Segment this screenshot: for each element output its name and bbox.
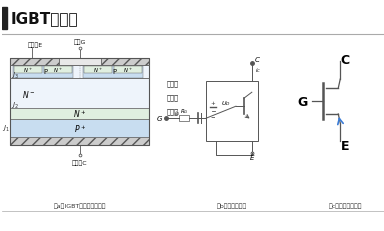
Text: 集电极C: 集电极C	[72, 160, 88, 165]
Text: G: G	[157, 116, 162, 122]
Text: 漂移区: 漂移区	[166, 80, 179, 87]
Bar	[10, 59, 149, 145]
Text: −: −	[211, 114, 215, 119]
Text: 注入区: 注入区	[166, 108, 179, 115]
Bar	[83, 67, 142, 79]
Text: $J_1$: $J_1$	[2, 123, 9, 134]
Text: $N^+$: $N^+$	[73, 108, 87, 120]
Bar	[13, 67, 73, 79]
Bar	[10, 59, 59, 66]
Text: $J_2$: $J_2$	[12, 100, 19, 111]
Text: C: C	[255, 57, 260, 63]
Text: （b）等效电路图: （b）等效电路图	[217, 202, 247, 208]
Bar	[10, 119, 149, 137]
Text: $U_D$: $U_D$	[221, 98, 231, 107]
Bar	[10, 66, 149, 79]
Text: IGBT原理图: IGBT原理图	[10, 12, 78, 26]
Text: $N^+$: $N^+$	[23, 65, 33, 74]
Bar	[206, 82, 258, 141]
Text: $P^+$: $P^+$	[74, 123, 86, 134]
Bar	[10, 109, 149, 119]
Text: E: E	[250, 154, 254, 160]
Bar	[2, 8, 7, 30]
Text: P: P	[113, 69, 117, 75]
Bar	[44, 66, 72, 73]
Text: $J_3$: $J_3$	[12, 71, 19, 81]
Text: $N^+$: $N^+$	[93, 65, 103, 74]
Text: C: C	[341, 53, 350, 66]
Bar	[14, 66, 42, 73]
Bar	[10, 137, 149, 145]
Text: $i_C$: $i_C$	[255, 66, 261, 75]
Text: （a）IGBT内部结构截面图: （a）IGBT内部结构截面图	[54, 202, 106, 208]
Text: 缓冲区: 缓冲区	[166, 94, 179, 101]
Text: 栅极G: 栅极G	[74, 39, 86, 45]
Bar	[10, 79, 149, 109]
Text: $R_G$: $R_G$	[180, 107, 189, 116]
Text: $N^+$: $N^+$	[123, 65, 132, 74]
Text: G: G	[297, 95, 308, 108]
Bar	[101, 59, 149, 66]
Text: P: P	[43, 69, 47, 75]
Bar	[84, 66, 112, 73]
Text: 发射极E: 发射极E	[27, 42, 43, 48]
Text: +: +	[211, 101, 215, 106]
Text: E: E	[341, 139, 349, 152]
Text: $i_G$: $i_G$	[174, 109, 180, 118]
Bar	[114, 66, 142, 73]
Bar	[59, 59, 101, 66]
Bar	[179, 116, 189, 122]
Text: （c）电气图形符号: （c）电气图形符号	[328, 202, 362, 208]
Text: $N^+$: $N^+$	[53, 65, 63, 74]
Text: $N^-$: $N^-$	[22, 88, 35, 99]
